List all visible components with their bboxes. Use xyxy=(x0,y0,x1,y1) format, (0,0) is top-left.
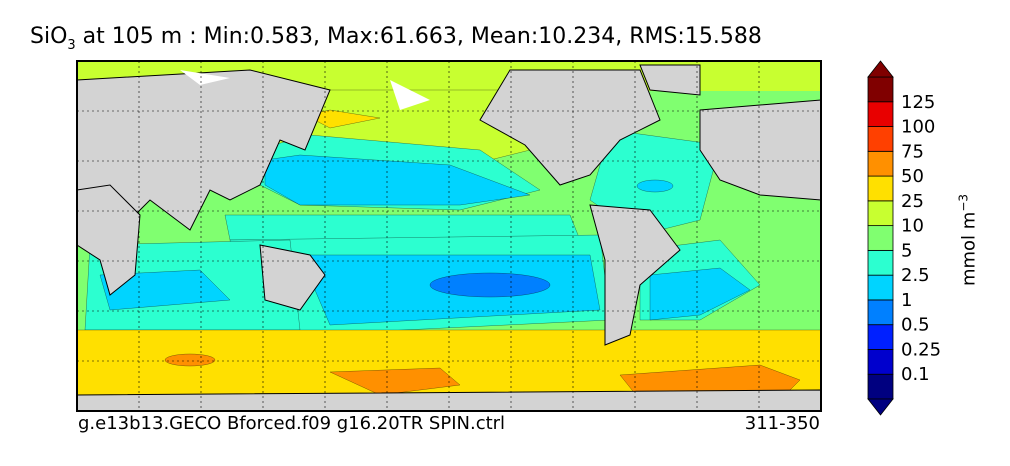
atlantic-south-gyre xyxy=(649,267,751,321)
colorbar-segment xyxy=(867,324,894,350)
colorbar-segment xyxy=(867,76,894,103)
colorbar-segment xyxy=(867,299,894,326)
colorbar-tick-label: 25 xyxy=(901,191,924,212)
colorbar-tick-label: 5 xyxy=(901,240,912,261)
colorbar-segment xyxy=(867,249,894,276)
colorbar-tick-label: 0.25 xyxy=(901,339,941,360)
colorbar-segment xyxy=(867,150,894,177)
colorbar-tick-label: 75 xyxy=(901,141,924,162)
colorbar-unit-label: mmol m−3 xyxy=(956,193,980,287)
africa xyxy=(77,184,141,296)
colorbar: 0.1 0.25 0.5 1 2.5 5 10 25 50 75 100 125 xyxy=(867,60,941,416)
colorbar-tick-label: 0.5 xyxy=(901,315,930,336)
colorbar-segment xyxy=(867,274,894,301)
south-pacific-core xyxy=(429,272,551,298)
chart-title: SiO3 at 105 m : Min:0.583, Max:61.663, M… xyxy=(30,24,762,53)
colorbar-segment xyxy=(867,101,894,127)
colorbar-segment xyxy=(867,126,894,152)
colorbar-segment xyxy=(867,200,894,227)
missing-data-areas xyxy=(180,70,430,110)
atlantic-gyre xyxy=(636,179,674,193)
colorbar-extend-low xyxy=(867,398,894,416)
map-gridlines xyxy=(77,61,821,411)
colorbar-tick-label: 50 xyxy=(901,166,924,187)
colorbar-segment xyxy=(867,225,894,251)
north-america xyxy=(479,69,661,186)
southern-ocean-max-2 xyxy=(329,367,461,396)
colorbar-tick-label: 0.1 xyxy=(901,364,930,385)
colorbar-tick-label: 125 xyxy=(901,92,935,113)
colorbar-tick-label: 2.5 xyxy=(901,265,930,286)
colorbar-segment xyxy=(867,175,894,202)
indian-gyre xyxy=(99,269,231,311)
colorbar-tick-label: 10 xyxy=(901,216,924,237)
europe xyxy=(699,99,821,201)
colorbar-tick-label: 1 xyxy=(901,290,912,311)
south-america xyxy=(589,204,681,346)
colorbar-segment xyxy=(867,349,894,375)
subarctic-pacific-max xyxy=(304,109,381,129)
southern-ocean-max-3 xyxy=(164,353,216,367)
greenland xyxy=(639,64,701,96)
case-name: g.e13b13.GECO Bforced.f09 g16.20TR SPIN.… xyxy=(78,413,506,434)
year-range: 311-350 xyxy=(744,413,820,434)
map-frame xyxy=(76,60,822,412)
colorbar-tick-label: 100 xyxy=(901,117,935,138)
colorbar-segment xyxy=(867,373,894,400)
colorbar-extend-high xyxy=(867,60,894,78)
